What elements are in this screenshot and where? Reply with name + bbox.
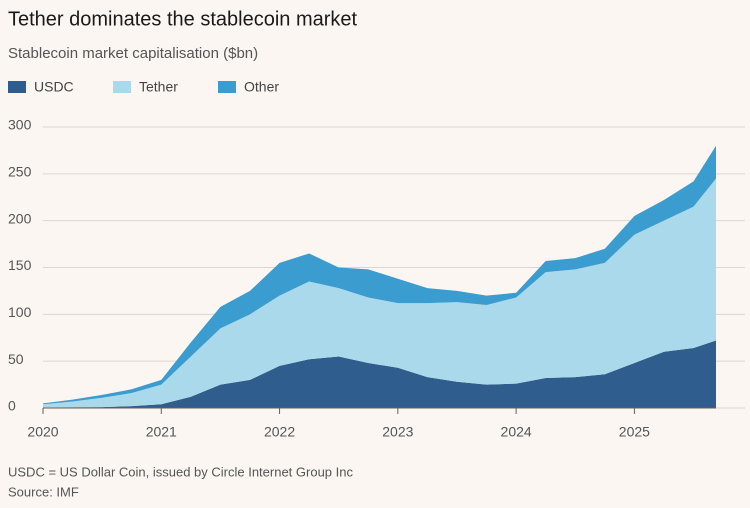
source: Source: IMF (8, 484, 79, 499)
note: USDC = US Dollar Coin, issued by Circle … (8, 464, 353, 479)
x-tick-label: 2020 (27, 424, 58, 440)
area (43, 178, 716, 408)
x-tick-label: 2025 (619, 424, 650, 440)
legend-swatch (218, 81, 236, 93)
y-tick-label: 150 (8, 257, 32, 273)
y-tick-label: 0 (8, 398, 16, 414)
x-tick-label: 2021 (146, 424, 177, 440)
legend-label: Tether (139, 79, 178, 95)
chart-title: Tether dominates the stablecoin market (8, 8, 358, 30)
area (43, 340, 716, 408)
legend-swatch (8, 81, 26, 93)
y-tick-label: 300 (8, 117, 32, 133)
legend-label: Other (244, 79, 279, 95)
legend-swatch (113, 81, 131, 93)
chart-subtitle: Stablecoin market capitalisation ($bn) (8, 45, 258, 62)
y-tick-label: 250 (8, 164, 32, 180)
area (43, 145, 716, 405)
x-tick-label: 2022 (264, 424, 295, 440)
x-tick-label: 2024 (501, 424, 532, 440)
x-tick-label: 2023 (382, 424, 413, 440)
y-tick-label: 100 (8, 304, 32, 320)
legend-label: USDC (34, 79, 74, 95)
y-tick-label: 50 (8, 351, 24, 367)
y-tick-label: 200 (8, 210, 32, 226)
